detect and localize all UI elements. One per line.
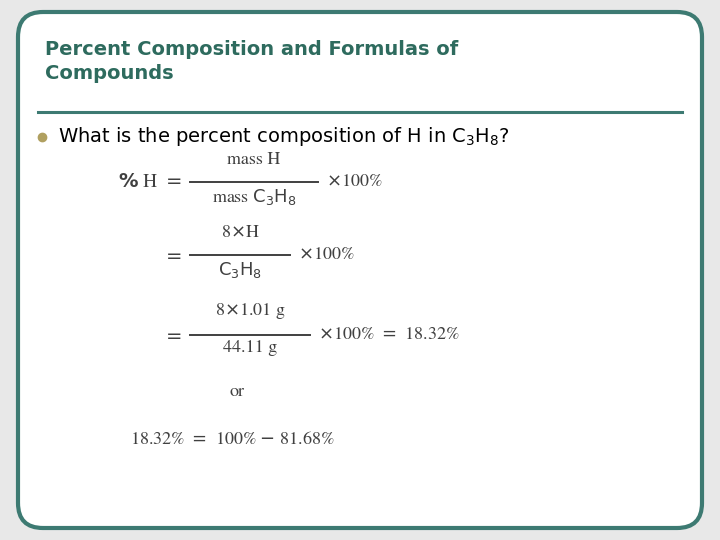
Text: 8$\times$H: 8$\times$H: [220, 225, 259, 241]
Text: mass $\mathrm{C_3H_8}$: mass $\mathrm{C_3H_8}$: [212, 187, 297, 207]
Text: Percent Composition and Formulas of
Compounds: Percent Composition and Formulas of Comp…: [45, 40, 458, 83]
FancyBboxPatch shape: [18, 12, 702, 528]
Text: $=$: $=$: [162, 246, 182, 264]
Text: mass H: mass H: [228, 152, 281, 168]
Text: $\mathbf{\%}$ H $=$: $\mathbf{\%}$ H $=$: [119, 173, 182, 191]
Text: 8$\times$1.01 g: 8$\times$1.01 g: [215, 301, 285, 321]
Text: $\mathrm{C_3H_8}$: $\mathrm{C_3H_8}$: [218, 260, 262, 280]
Text: 18.32% $=$ 100% $-$ 81.68%: 18.32% $=$ 100% $-$ 81.68%: [130, 431, 335, 449]
Text: or: or: [230, 384, 245, 400]
Text: $\times$100% $=$ 18.32%: $\times$100% $=$ 18.32%: [318, 327, 459, 343]
Text: What is the percent composition of H in $\mathregular{C_3H_8}$?: What is the percent composition of H in …: [58, 125, 510, 148]
Text: 44.11 g: 44.11 g: [223, 340, 277, 356]
Text: $\times$100%: $\times$100%: [298, 247, 354, 263]
Text: $\times$100%: $\times$100%: [326, 174, 382, 190]
Text: $=$: $=$: [162, 326, 182, 343]
